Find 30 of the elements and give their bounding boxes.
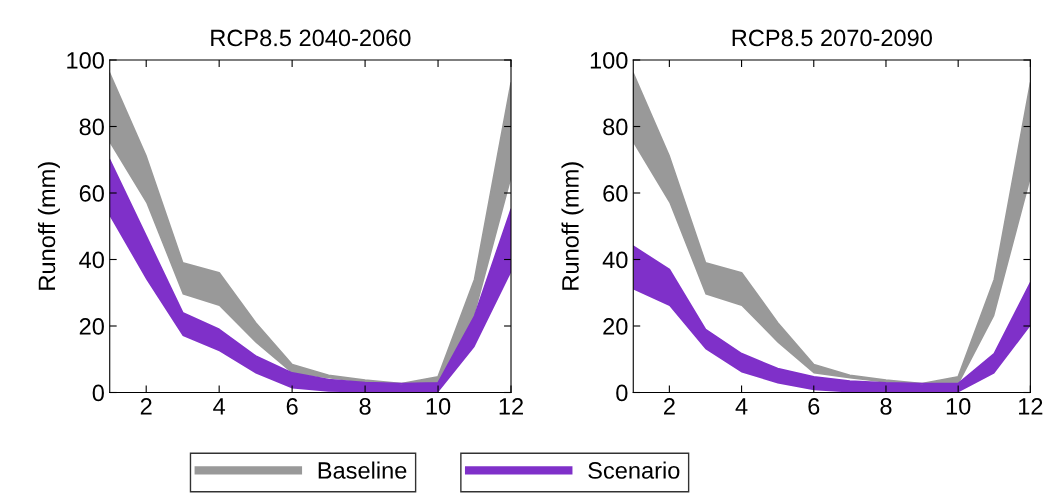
x-tick-label: 6 [808,397,820,415]
x-tick-label: 12 [1019,397,1043,415]
legend-label: Scenario [588,461,680,479]
y-tick-label: 100 [67,52,104,69]
x-tick-label: 4 [735,398,748,415]
chart-title: RCP8.5 2070-2090 [732,29,932,47]
y-tick-label: 60 [603,185,628,202]
legend-label: Baseline [318,461,407,479]
y-tick-label: 80 [603,118,628,136]
y-tick-label: 0 [92,384,104,402]
y-tick-label: 60 [79,185,104,202]
x-tick-label: 6 [286,397,298,415]
chart-title: RCP8.5 2040-2060 [211,29,411,47]
y-tick-label: 40 [79,251,104,269]
y-tick-label: 40 [602,251,628,269]
x-tick-label: 8 [359,397,371,415]
y-tick-label: 80 [79,118,104,136]
x-tick-label: 10 [426,397,451,415]
y-tick-label: 100 [590,52,628,69]
x-tick-label: 12 [499,397,523,415]
x-tick-label: 2 [663,397,675,415]
y-tick-label: 20 [603,318,628,335]
x-tick-label: 4 [213,398,226,415]
x-tick-label: 10 [946,397,971,415]
x-tick-label: 8 [880,397,892,415]
x-tick-label: 2 [140,397,152,415]
y-axis-title: Runoff (mm) [561,162,584,290]
y-axis-title: Runoff (mm) [37,162,60,290]
y-tick-label: 20 [79,318,104,335]
y-tick-label: 0 [616,384,628,402]
